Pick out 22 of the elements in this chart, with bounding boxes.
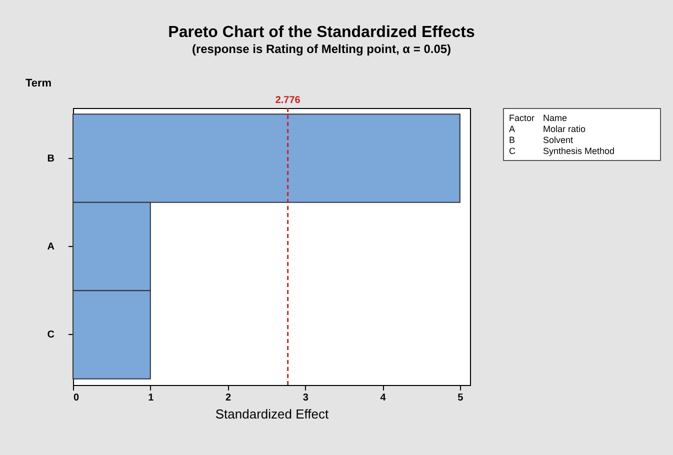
text: Synthesis Method	[543, 146, 616, 156]
x-tick-label: 3	[302, 392, 309, 404]
text: A	[509, 124, 516, 134]
text: Name	[543, 113, 568, 123]
y-axis-title: Term	[26, 78, 52, 90]
ref-line-label: 2.776	[275, 95, 301, 106]
x-tick-label: 2	[225, 392, 232, 404]
text: Factor	[509, 113, 536, 123]
text: Molar ratio	[543, 124, 587, 134]
chart-title: Pareto Chart of the Standardized Effects	[168, 24, 475, 41]
y-tick-label: C	[47, 330, 54, 341]
text: B	[509, 135, 516, 145]
x-tick-label: 1	[148, 392, 154, 404]
x-tick-label: 4	[380, 392, 386, 404]
x-tick-label: 0	[74, 392, 80, 404]
x-tick-label: 5	[458, 392, 464, 404]
y-tick-label: A	[47, 242, 54, 252]
y-tick-label: B	[47, 153, 54, 164]
x-axis-title: Standardized Effect	[215, 406, 329, 422]
chart-subtitle: (response is Rating of Melting point, α = 0.05)	[192, 42, 452, 56]
text: C	[509, 146, 516, 156]
text: Solvent	[543, 135, 574, 145]
